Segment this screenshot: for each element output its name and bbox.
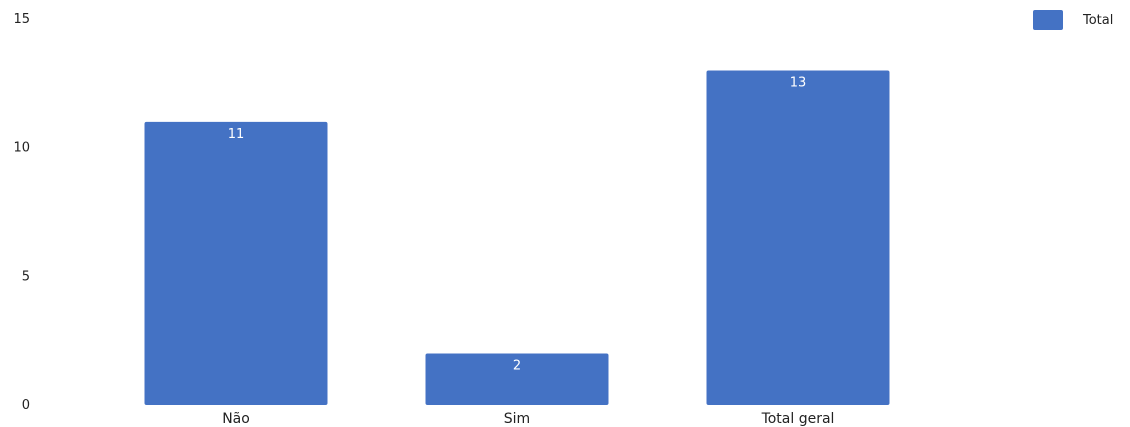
x-axis: Não Sim Total geral bbox=[222, 411, 834, 427]
x-category-label: Total geral bbox=[761, 411, 835, 427]
legend-swatch bbox=[1033, 10, 1063, 30]
data-label: 11 bbox=[228, 127, 245, 142]
x-category-label: Não bbox=[222, 411, 250, 427]
bar bbox=[144, 121, 328, 405]
y-tick-label: 5 bbox=[22, 269, 30, 284]
bar bbox=[706, 70, 890, 405]
y-tick-label: 15 bbox=[13, 12, 30, 27]
bars-group: 11 2 13 bbox=[144, 70, 890, 405]
y-tick-label: 0 bbox=[22, 398, 30, 413]
data-label: 2 bbox=[513, 359, 521, 374]
x-category-label: Sim bbox=[504, 411, 530, 427]
data-label: 13 bbox=[790, 75, 807, 90]
y-axis: 0 5 10 15 bbox=[13, 12, 30, 413]
bar bbox=[425, 353, 609, 405]
legend: Total bbox=[1033, 10, 1113, 30]
legend-label: Total bbox=[1082, 13, 1113, 28]
y-tick-label: 10 bbox=[13, 141, 30, 156]
